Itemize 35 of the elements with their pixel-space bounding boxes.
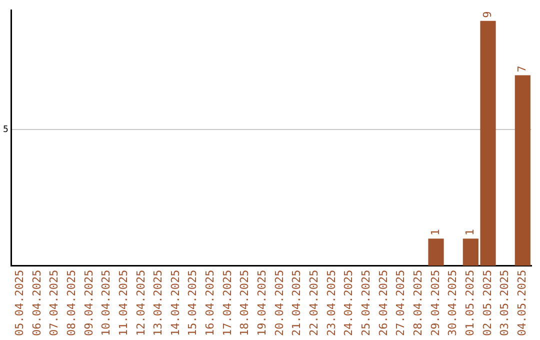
x-tick-label: 25.04.2025 [360,270,373,336]
x-tick-label: 10.04.2025 [100,270,113,336]
x-tick-label: 11.04.2025 [116,270,130,336]
data-label: 9 [480,11,494,18]
x-tick-label: 29.04.2025 [428,270,442,336]
x-tick-label: 22.04.2025 [308,270,321,336]
x-tick-label: 07.04.2025 [48,270,61,336]
x-tick-label: 08.04.2025 [64,270,78,336]
x-tick-label: 15.04.2025 [186,270,200,336]
x-tick-label: 13.04.2025 [152,270,165,336]
x-tick-label: 05.04.2025 [12,270,26,336]
y-tick-label: 5 [2,125,8,136]
data-label: 7 [516,66,529,72]
x-tick-label: 16.04.2025 [204,270,217,336]
x-tick-label: 12.04.2025 [134,270,148,336]
x-tick-label: 02.05.2025 [480,270,494,336]
x-tick-label: 01.05.2025 [464,270,477,336]
x-tick-label: 03.05.2025 [498,270,512,336]
x-tick-label: 21.04.2025 [290,270,304,336]
x-tick-label: 24.04.2025 [342,270,356,336]
x-tick-label: 18.04.2025 [238,270,252,336]
x-tick-label: 19.04.2025 [256,270,269,336]
x-tick-label: 17.04.2025 [220,270,234,336]
x-tick-label: 04.05.2025 [516,270,529,336]
x-tick-label: 06.04.2025 [30,270,44,336]
data-label: 1 [428,228,442,236]
x-tick-label: 30.04.2025 [446,270,460,336]
x-tick-label: 20.04.2025 [272,270,286,336]
x-tick-label: 28.04.2025 [412,270,425,336]
data-label: 1 [464,228,477,236]
x-tick-label: 23.04.2025 [324,270,338,336]
x-tick-label: 27.04.2025 [394,270,408,336]
x-tick-label: 26.04.2025 [376,270,390,336]
x-tick-label: 09.04.2025 [82,270,96,336]
x-tick-label: 14.04.2025 [168,270,182,336]
